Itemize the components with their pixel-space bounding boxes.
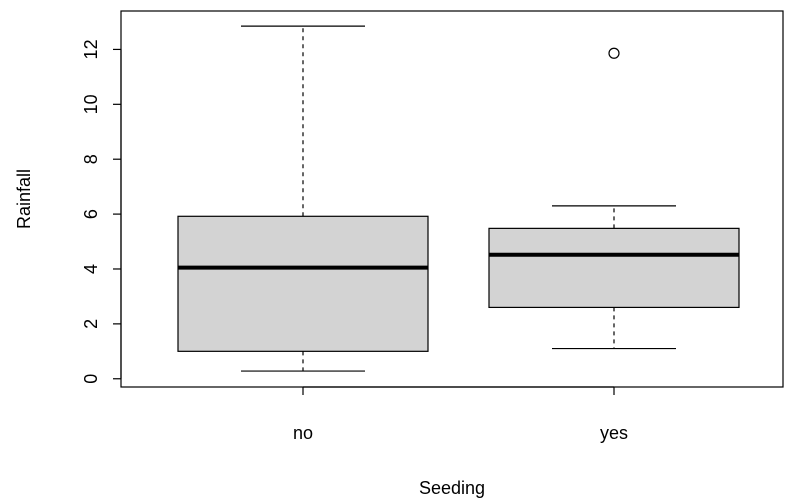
boxes-group <box>177 25 740 372</box>
x-axis-label: Seeding <box>419 478 485 498</box>
y-tick-label: 6 <box>81 209 101 219</box>
y-tick-label: 8 <box>81 154 101 164</box>
y-axis-label: Rainfall <box>14 169 34 229</box>
box-body <box>488 227 740 309</box>
y-tick-label: 12 <box>81 39 101 59</box>
x-axis: no yes <box>293 386 628 443</box>
y-tick-label: 10 <box>81 94 101 114</box>
box-yes <box>488 47 740 350</box>
x-tick-label: no <box>293 423 313 443</box>
x-tick-label: yes <box>600 423 628 443</box>
box-body <box>177 215 429 352</box>
outlier-point <box>608 47 620 59</box>
box-no <box>177 25 429 372</box>
y-tick-label: 4 <box>81 264 101 274</box>
y-tick-label: 2 <box>81 319 101 329</box>
y-tick-label: 0 <box>81 374 101 384</box>
y-axis: 0 2 4 6 8 10 12 <box>81 39 122 384</box>
